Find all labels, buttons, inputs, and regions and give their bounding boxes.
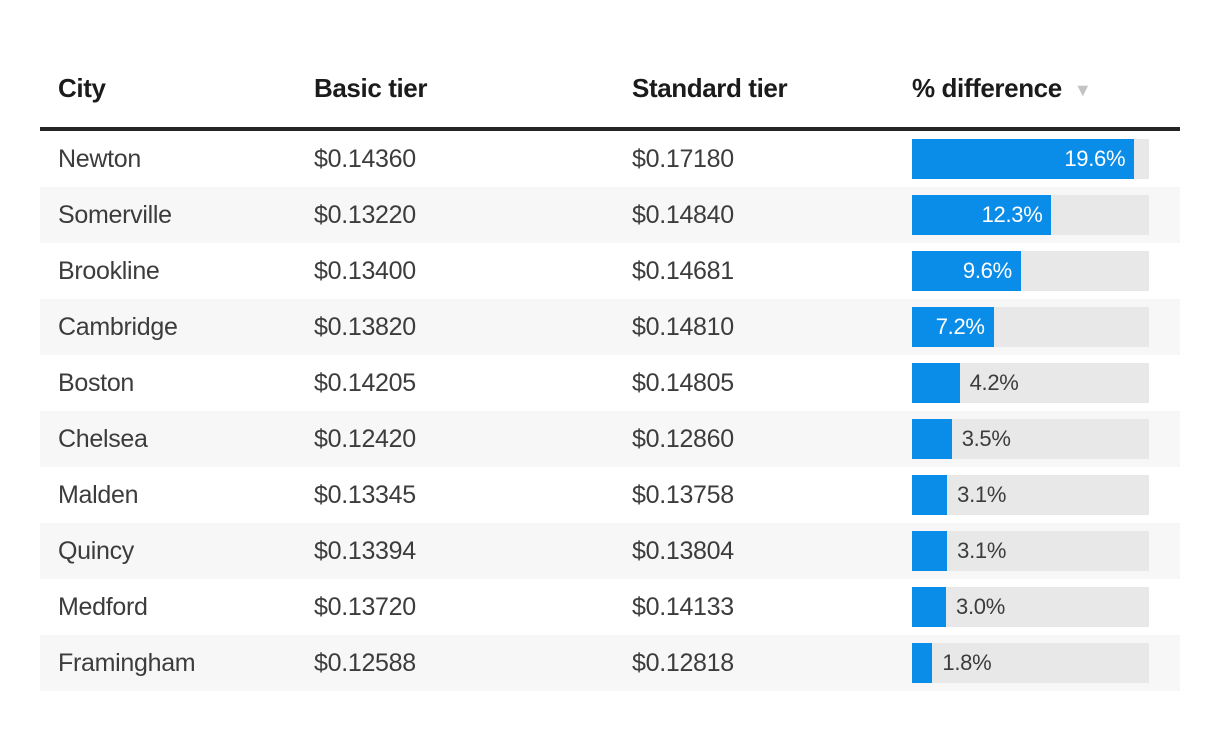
city-cell: Malden: [58, 480, 139, 509]
diff-value-label: 1.8%: [942, 650, 992, 675]
basic-tier-cell: $0.14205: [314, 368, 416, 397]
diff-bar-track: 7.2%: [912, 307, 1149, 347]
diff-bar-fill: [912, 643, 933, 683]
diff-value-label: 19.6%: [1064, 146, 1126, 171]
table-row: Quincy $0.13394 $0.13804 3.1%: [40, 523, 1180, 579]
standard-tier-cell: $0.14133: [632, 592, 734, 621]
standard-tier-cell: $0.17180: [632, 144, 734, 173]
standard-tier-cell: $0.13804: [632, 536, 734, 565]
standard-tier-cell: $0.12818: [632, 648, 734, 677]
table-row: Framingham $0.12588 $0.12818 1.8%: [40, 635, 1180, 691]
diff-bar-fill: [912, 195, 1052, 235]
basic-tier-cell: $0.13720: [314, 592, 416, 621]
city-cell: Framingham: [58, 648, 196, 677]
diff-value-label: 9.6%: [962, 258, 1012, 283]
col-header-percent-difference[interactable]: % difference ▼: [912, 73, 1180, 104]
standard-tier-cell: $0.14840: [632, 200, 734, 229]
standard-tier-cell: $0.13758: [632, 480, 734, 509]
diff-bar-fill: [912, 419, 952, 459]
table-row: Medford $0.13720 $0.14133 3.0%: [40, 579, 1180, 635]
table-body: Newton $0.14360 $0.17180 19.6% Somervill…: [40, 131, 1180, 691]
diff-bar-fill: [912, 307, 994, 347]
city-cell: Medford: [58, 592, 148, 621]
diff-value-label: 3.5%: [961, 426, 1011, 451]
city-cell: Chelsea: [58, 424, 148, 453]
table-row: Malden $0.13345 $0.13758 3.1%: [40, 467, 1180, 523]
diff-bar-track: 9.6%: [912, 251, 1149, 291]
diff-bar-track: 4.2%: [912, 363, 1149, 403]
diff-value-label: 4.2%: [969, 370, 1019, 395]
city-cell: Cambridge: [58, 312, 178, 341]
diff-value-label: 12.3%: [981, 202, 1043, 227]
diff-value-label: 3.0%: [956, 594, 1005, 619]
city-cell: Newton: [58, 144, 141, 173]
standard-tier-cell: $0.14810: [632, 312, 734, 341]
standard-tier-cell: $0.14681: [632, 256, 734, 285]
standard-tier-cell: $0.12860: [632, 424, 734, 453]
table-row: Newton $0.14360 $0.17180 19.6%: [40, 131, 1180, 187]
basic-tier-cell: $0.13820: [314, 312, 416, 341]
basic-tier-cell: $0.14360: [314, 144, 416, 173]
table-row: Boston $0.14205 $0.14805 4.2%: [40, 355, 1180, 411]
basic-tier-cell: $0.12420: [314, 424, 416, 453]
table-header-row: City Basic tier Standard tier % differen…: [40, 0, 1180, 131]
diff-bar-fill: [912, 363, 960, 403]
diff-bar-fill: [912, 587, 947, 627]
diff-value-label: 7.2%: [935, 314, 985, 339]
diff-bar-track: 3.0%: [912, 587, 1149, 627]
col-header-percent-difference-label: % difference: [912, 73, 1062, 103]
col-header-basic-tier[interactable]: Basic tier: [314, 73, 428, 103]
diff-bar-track: 3.5%: [912, 419, 1149, 459]
diff-bar-track: 3.1%: [912, 531, 1149, 571]
diff-value-label: 3.1%: [957, 482, 1007, 507]
city-cell: Somerville: [58, 200, 172, 229]
basic-tier-cell: $0.13345: [314, 480, 416, 509]
table-row: Chelsea $0.12420 $0.12860 3.5%: [40, 411, 1180, 467]
col-header-city[interactable]: City: [58, 73, 106, 103]
standard-tier-cell: $0.14805: [632, 368, 734, 397]
basic-tier-cell: $0.12588: [314, 648, 416, 677]
city-cell: Quincy: [58, 536, 135, 565]
diff-bar-track: 1.8%: [912, 643, 1149, 683]
diff-bar-fill: [912, 139, 1135, 179]
col-header-standard-tier[interactable]: Standard tier: [632, 73, 788, 103]
city-cell: Boston: [58, 368, 135, 397]
diff-bar-track: 19.6%: [912, 139, 1149, 179]
diff-bar-fill: [912, 531, 948, 571]
diff-bar-track: 3.1%: [912, 475, 1149, 515]
basic-tier-cell: $0.13394: [314, 536, 416, 565]
table-row: Somerville $0.13220 $0.14840 12.3%: [40, 187, 1180, 243]
city-cell: Brookline: [58, 256, 160, 285]
data-table: City Basic tier Standard tier % differen…: [40, 0, 1180, 691]
diff-value-label: 3.1%: [957, 538, 1007, 563]
diff-bar-fill: [912, 251, 1021, 291]
table-row: Cambridge $0.13820 $0.14810 7.2%: [40, 299, 1180, 355]
table-row: Brookline $0.13400 $0.14681 9.6%: [40, 243, 1180, 299]
basic-tier-cell: $0.13220: [314, 200, 416, 229]
diff-bar-fill: [912, 475, 948, 515]
sort-descending-icon[interactable]: ▼: [1073, 80, 1092, 100]
basic-tier-cell: $0.13400: [314, 256, 416, 285]
diff-bar-track: 12.3%: [912, 195, 1149, 235]
